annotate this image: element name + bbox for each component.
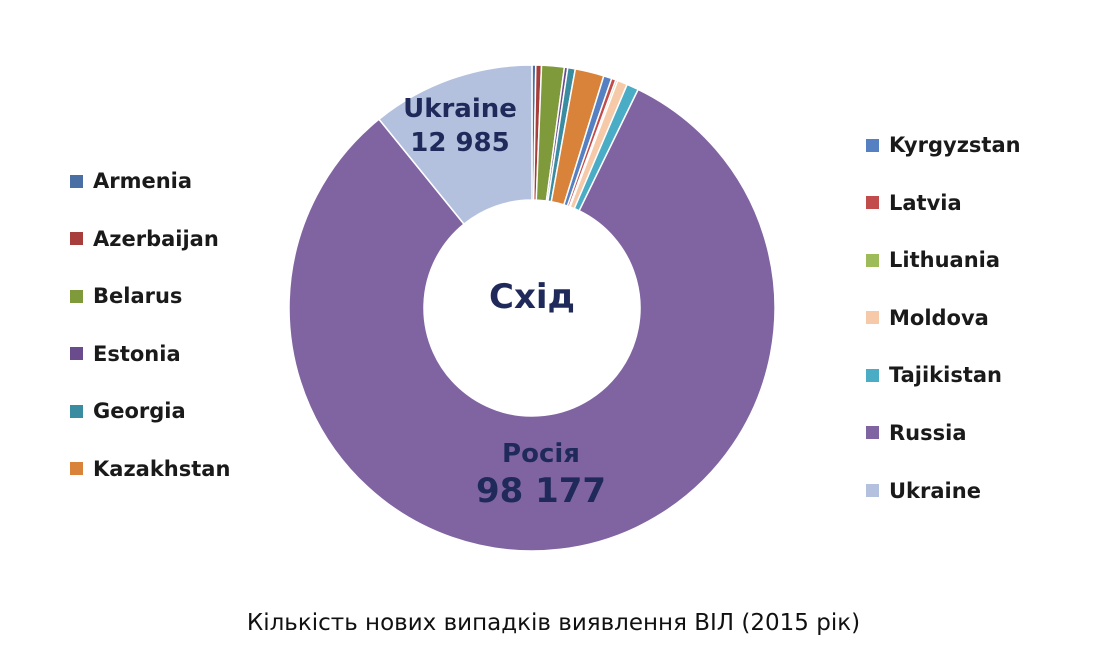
legend-item-russia: Russia bbox=[866, 420, 1021, 445]
legend-item-moldova: Moldova bbox=[866, 305, 1021, 330]
legend-left: Armenia Azerbaijan Belarus Estonia Georgia Ka… bbox=[70, 169, 231, 517]
legend-label-estonia: Estonia bbox=[93, 341, 181, 366]
legend-item-ukraine: Ukraine bbox=[866, 478, 1021, 503]
legend-swatch-kyrgyzstan bbox=[866, 138, 879, 152]
legend-item-kazakhstan: Kazakhstan bbox=[70, 456, 231, 481]
legend-label-georgia: Georgia bbox=[93, 399, 186, 424]
donut-slices bbox=[288, 64, 776, 552]
legend-item-kyrgyzstan: Kyrgyzstan bbox=[866, 133, 1021, 157]
slice-russia bbox=[288, 88, 776, 552]
legend-swatch-tajikistan bbox=[866, 368, 879, 382]
legend-label-moldova: Moldova bbox=[889, 305, 989, 330]
legend-item-georgia: Georgia bbox=[70, 399, 230, 424]
legend-swatch-azerbaijan bbox=[70, 232, 83, 246]
legend-right: Kyrgyzstan Latvia Lithuania Moldova Tajikist… bbox=[866, 133, 1021, 538]
chart-caption: Кількість нових випадків виявлення ВІЛ (… bbox=[246, 610, 861, 636]
legend-item-belarus: Belarus bbox=[70, 284, 230, 309]
legend-label-azerbaijan: Azerbaijan bbox=[93, 226, 219, 251]
legend-swatch-armenia bbox=[70, 174, 83, 188]
legend-swatch-latvia bbox=[866, 196, 879, 210]
legend-swatch-ukraine bbox=[866, 484, 879, 498]
legend-label-armenia: Armenia bbox=[93, 169, 193, 193]
legend-label-tajikistan: Tajikistan bbox=[889, 363, 1003, 388]
legend-item-lithuania: Lithuania bbox=[866, 248, 1021, 273]
legend-label-ukraine: Ukraine bbox=[889, 478, 981, 503]
legend-swatch-kazakhstan bbox=[70, 462, 83, 476]
legend-swatch-estonia bbox=[70, 347, 83, 361]
center-label: Схід bbox=[489, 277, 575, 317]
legend-item-tajikistan: Tajikistan bbox=[866, 363, 1021, 388]
legend-swatch-moldova bbox=[866, 311, 879, 325]
legend-swatch-belarus bbox=[70, 289, 83, 303]
legend-swatch-russia bbox=[866, 426, 879, 440]
slice-ukraine bbox=[377, 64, 533, 226]
legend-label-lithuania: Lithuania bbox=[889, 248, 1001, 273]
legend-label-kazakhstan: Kazakhstan bbox=[93, 456, 231, 481]
segment-label-value-russia: 98 177 bbox=[476, 471, 606, 511]
legend-item-armenia: Armenia bbox=[70, 169, 230, 193]
legend-item-azerbaijan: Azerbaijan bbox=[70, 226, 230, 251]
legend-label-kyrgyzstan: Kyrgyzstan bbox=[889, 133, 1021, 157]
legend-item-latvia: Latvia bbox=[866, 190, 1021, 215]
legend-label-russia: Russia bbox=[889, 420, 967, 445]
legend-label-latvia: Latvia bbox=[889, 190, 962, 215]
segment-label-name-russia: Росія bbox=[502, 439, 580, 469]
legend-label-belarus: Belarus bbox=[93, 284, 183, 309]
segment-label-value-ukraine: 12 985 bbox=[410, 128, 510, 158]
legend-swatch-georgia bbox=[70, 404, 83, 418]
segment-label-name-ukraine: Ukraine bbox=[403, 94, 517, 124]
legend-swatch-lithuania bbox=[866, 253, 879, 267]
legend-item-estonia: Estonia bbox=[70, 341, 230, 366]
